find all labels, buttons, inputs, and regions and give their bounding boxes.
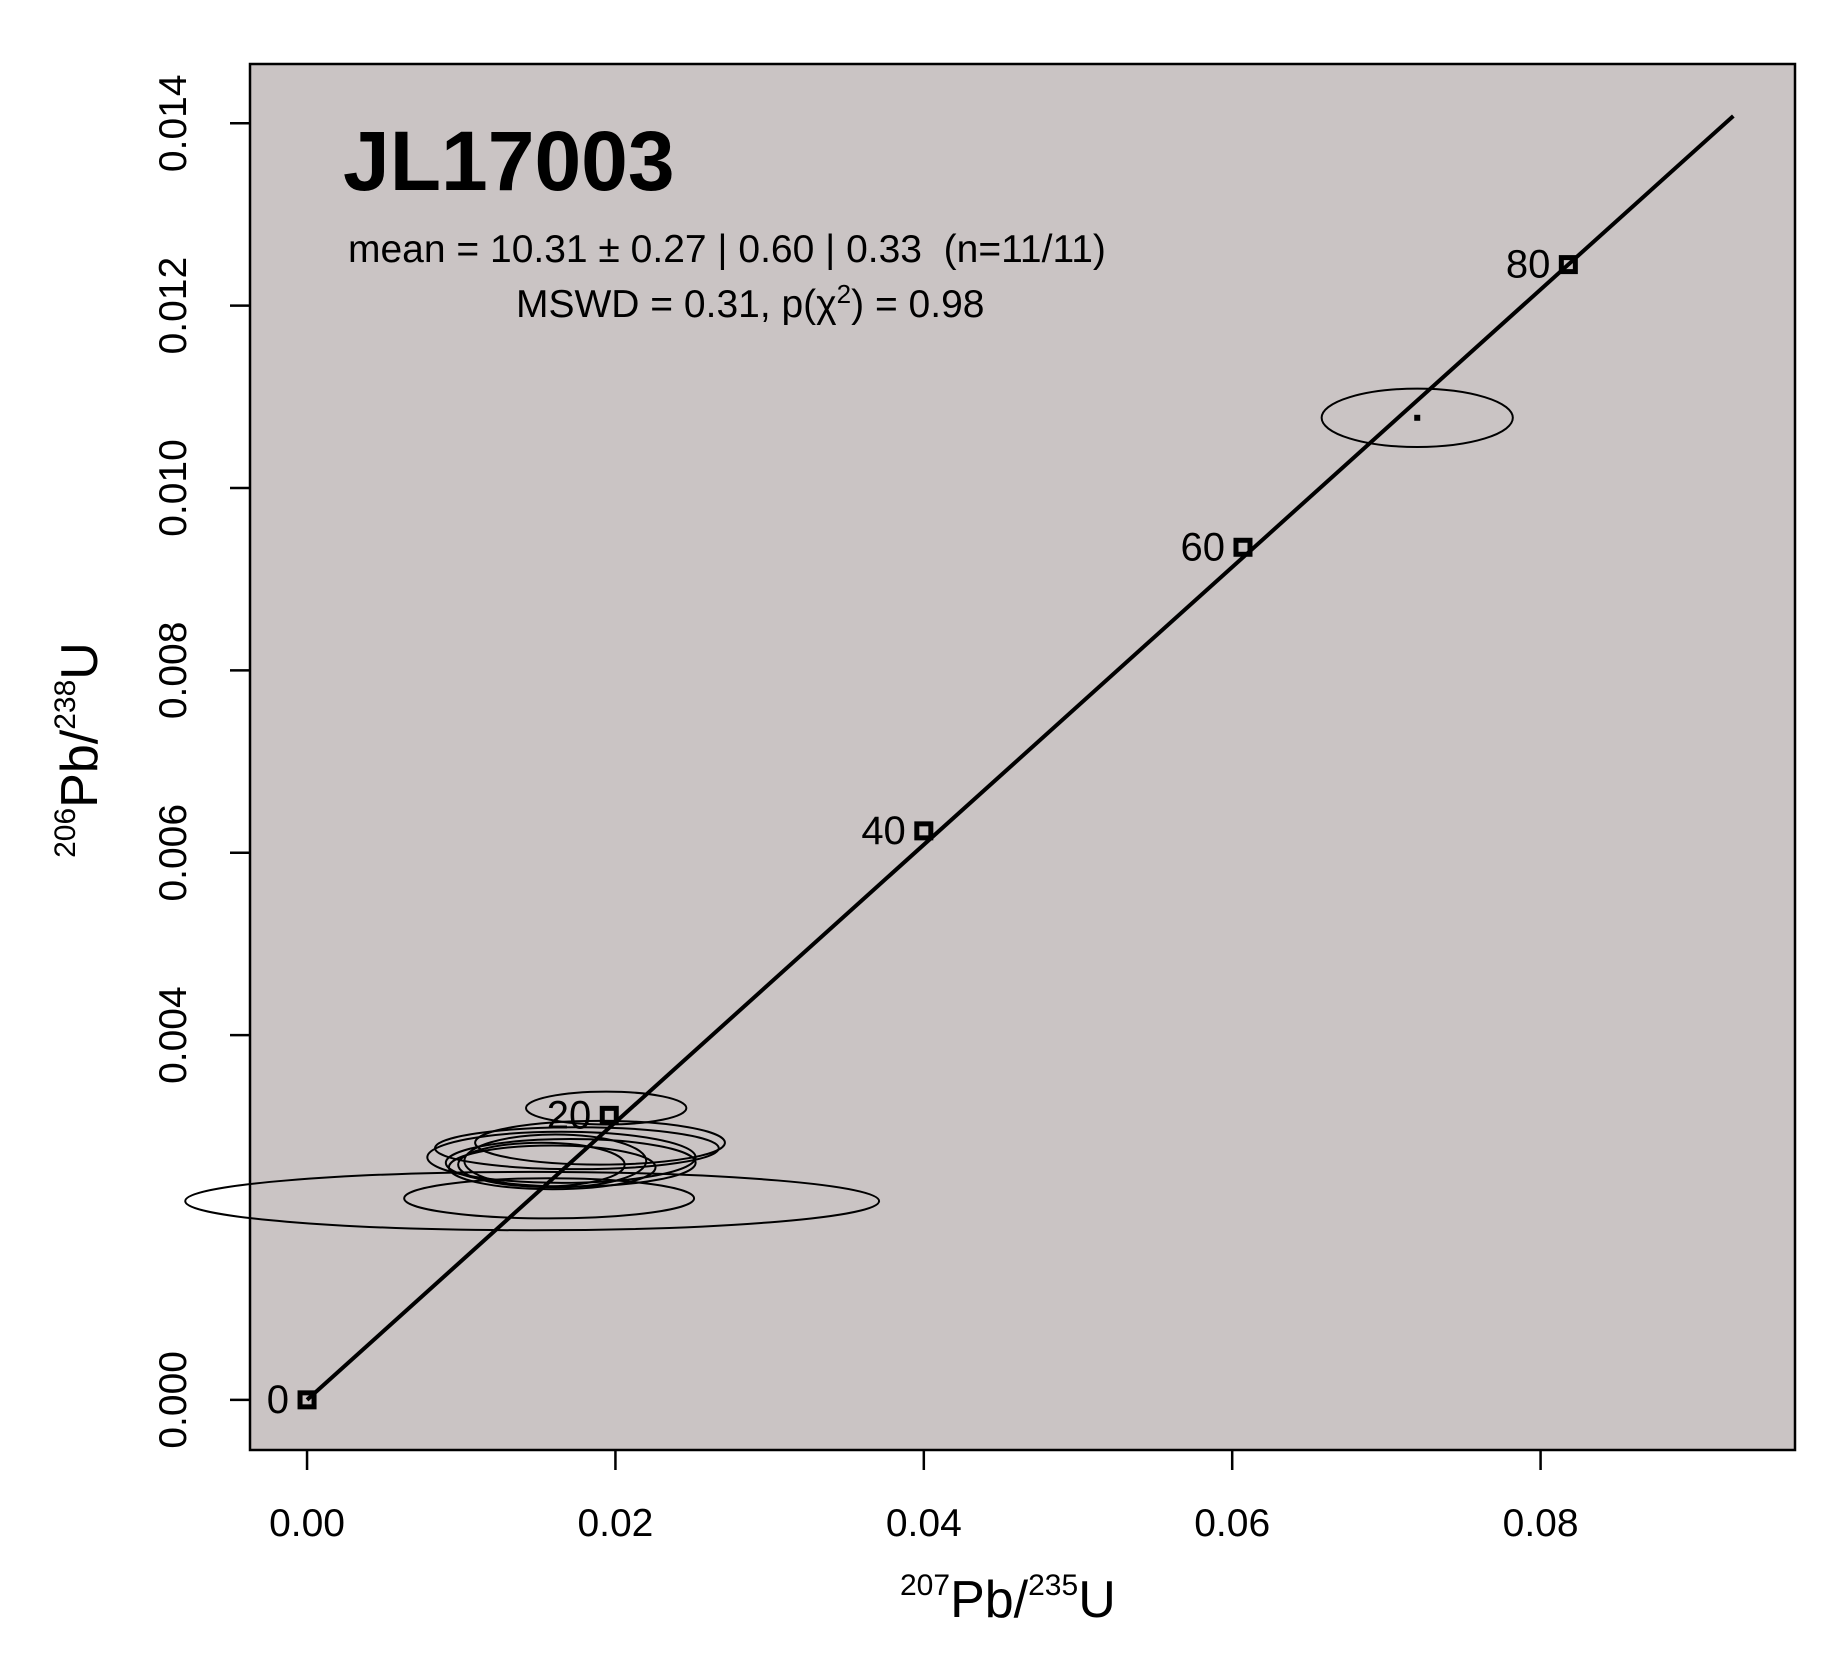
age-label-40: 40	[861, 809, 906, 853]
y-axis: 0.000 0.004 0.006 0.008 0.010 0.012 0.014	[152, 74, 250, 1449]
concordia-curve-layer	[305, 114, 1735, 1402]
error-ellipse-9	[463, 1133, 648, 1189]
x-tick-label-1: 0.02	[577, 1502, 653, 1545]
annotation-mean: mean = 10.31 ± 0.27 | 0.60 | 0.33 (n=11/…	[348, 228, 1106, 271]
y-tick-label-5: 0.012	[152, 257, 195, 355]
error-ellipse-6	[426, 1130, 697, 1184]
data-point	[1414, 414, 1421, 421]
x-tick-label-3: 0.06	[1194, 1502, 1270, 1545]
age-marker-60	[1233, 537, 1253, 557]
x-tick-label-0: 0.00	[269, 1502, 345, 1545]
y-tick-label-0: 0.000	[152, 1351, 195, 1449]
age-marker-80	[1558, 255, 1578, 275]
age-marker-20	[599, 1105, 619, 1125]
y-axis-title: 206Pb/238U	[48, 642, 109, 858]
error-ellipse-8	[447, 1144, 657, 1191]
y-tick-label-2: 0.006	[152, 804, 195, 902]
y-tick-label-6: 0.014	[152, 74, 195, 172]
x-axis: 0.00 0.02 0.04 0.06 0.08	[269, 1450, 1579, 1545]
x-axis-title: 207Pb/235U	[900, 1568, 1116, 1629]
error-ellipse-1	[184, 1170, 881, 1232]
plot-frame	[248, 62, 1797, 1452]
y-tick-label-3: 0.008	[152, 622, 195, 720]
y-tick-label-1: 0.004	[152, 986, 195, 1084]
y-tick-label-4: 0.010	[152, 439, 195, 537]
annotation-mswd: MSWD = 0.31, p(χ2) = 0.98	[516, 279, 984, 326]
concordia-line	[305, 114, 1735, 1402]
age-label-80: 80	[1506, 243, 1551, 287]
x-tick-label-2: 0.04	[886, 1502, 962, 1545]
error-ellipse-11	[1320, 387, 1514, 448]
age-marker-0	[297, 1390, 317, 1410]
age-markers: 0 20 40 60 80	[267, 243, 1578, 1422]
age-label-60: 60	[1180, 525, 1225, 569]
age-marker-40	[914, 821, 934, 841]
x-tick-label-4: 0.08	[1503, 1502, 1579, 1545]
chart-title: JL17003	[343, 114, 675, 208]
age-label-0: 0	[267, 1378, 289, 1422]
age-label-20: 20	[547, 1093, 592, 1137]
error-ellipse-2	[403, 1177, 696, 1220]
error-ellipses	[184, 387, 1514, 1232]
